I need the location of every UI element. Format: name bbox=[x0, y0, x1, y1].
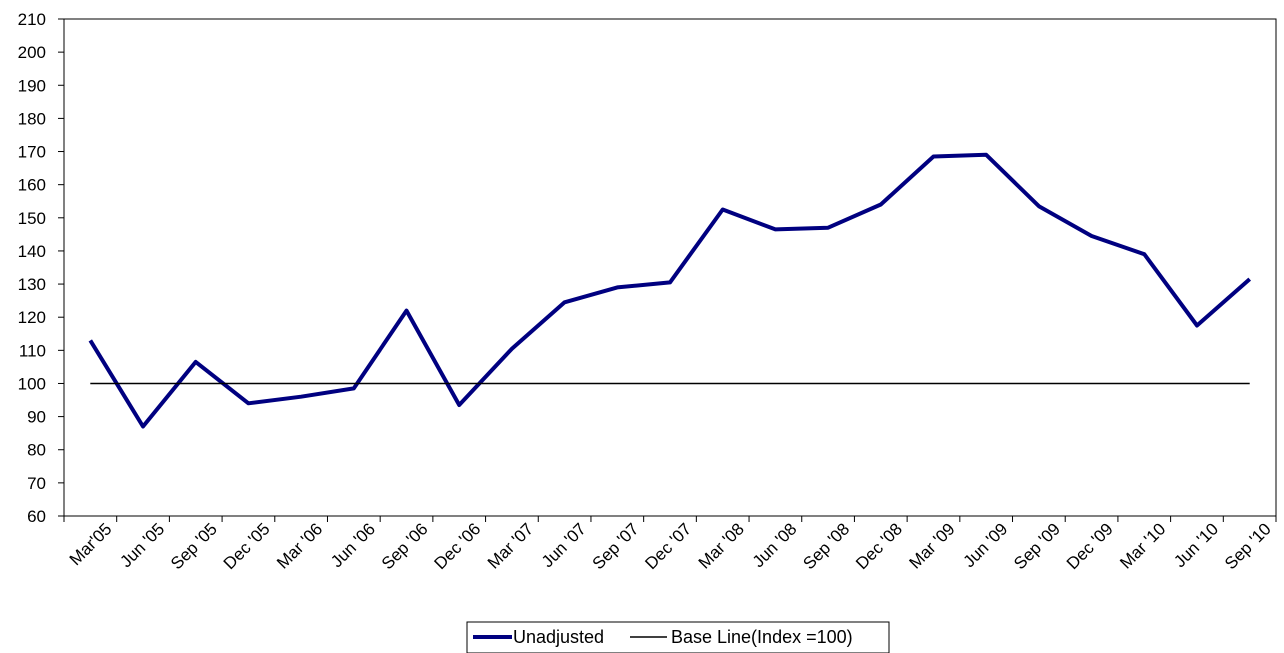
y-tick-label: 130 bbox=[18, 275, 46, 294]
y-tick-label: 200 bbox=[18, 43, 46, 62]
x-tick-label: Mar '08 bbox=[695, 519, 748, 572]
series-layer bbox=[88, 152, 1252, 429]
legend-label-base-line: Base Line(Index =100) bbox=[671, 627, 853, 647]
x-tick-label: Mar '10 bbox=[1116, 519, 1169, 572]
x-tick-label: Sep '06 bbox=[378, 519, 432, 573]
legend: Unadjusted Base Line(Index =100) bbox=[466, 621, 890, 653]
x-tick-label: Mar '06 bbox=[273, 519, 326, 572]
x-tick-label: Mar'05 bbox=[66, 519, 116, 569]
y-tick-label: 160 bbox=[18, 176, 46, 195]
y-tick-label: 140 bbox=[18, 242, 46, 261]
y-tick-label: 110 bbox=[19, 341, 46, 360]
y-tick-label: 170 bbox=[18, 143, 46, 162]
x-tick-label: Mar '09 bbox=[906, 519, 959, 572]
x-tick-label: Dec '08 bbox=[852, 519, 906, 573]
x-tick-label: Jun '10 bbox=[1170, 519, 1222, 571]
x-tick-label: Dec '09 bbox=[1063, 519, 1117, 573]
x-tick-label: Sep '10 bbox=[1221, 519, 1275, 573]
y-axis-ticks bbox=[58, 18, 64, 517]
y-axis-labels: 60 70 80 90 100 110 120 130 140 150 160 170 180 190 20… bbox=[18, 10, 46, 526]
y-tick-label: 70 bbox=[27, 474, 46, 493]
x-tick-label: Jun '05 bbox=[116, 519, 168, 571]
y-tick-label: 210 bbox=[18, 10, 46, 29]
x-tick-label: Dec '06 bbox=[431, 519, 485, 573]
y-tick-label: 100 bbox=[18, 374, 46, 393]
x-tick-label: Jun '09 bbox=[960, 519, 1012, 571]
x-tick-label: Jun '06 bbox=[327, 519, 379, 571]
x-tick-label: Jun '07 bbox=[538, 519, 590, 571]
y-tick-label: 90 bbox=[27, 408, 46, 427]
x-tick-label: Mar '07 bbox=[484, 519, 537, 572]
x-tick-label: Dec '07 bbox=[641, 519, 695, 573]
x-axis-ticks bbox=[63, 516, 1277, 522]
y-tick-label: 190 bbox=[18, 76, 46, 95]
legend-label-unadjusted: Unadjusted bbox=[513, 627, 604, 647]
x-tick-label: Dec '05 bbox=[220, 519, 274, 573]
x-tick-label: Sep '09 bbox=[1010, 519, 1064, 573]
y-tick-label: 60 bbox=[27, 507, 46, 526]
y-tick-label: 180 bbox=[18, 109, 46, 128]
x-tick-label: Jun '08 bbox=[749, 519, 801, 571]
x-tick-label: Sep '08 bbox=[799, 519, 853, 573]
plot-area-border bbox=[63, 18, 1277, 517]
x-tick-label: Sep '07 bbox=[589, 519, 643, 573]
x-tick-label: Sep '05 bbox=[167, 519, 221, 573]
y-tick-label: 150 bbox=[18, 209, 46, 228]
legend-box bbox=[466, 621, 890, 653]
y-tick-label: 120 bbox=[18, 308, 46, 327]
y-tick-label: 80 bbox=[27, 441, 46, 460]
series-line-unadjusted bbox=[88, 152, 1252, 429]
